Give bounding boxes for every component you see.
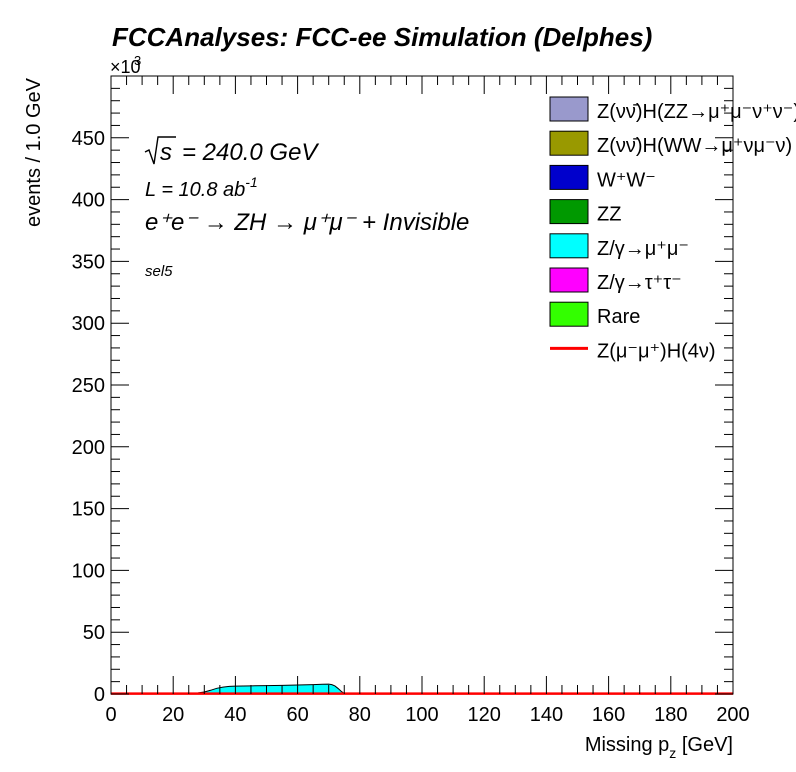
legend-label-3: ZZ xyxy=(597,204,621,226)
x-axis-label-main: Missing p xyxy=(585,734,669,756)
y-tick-label: 200 xyxy=(72,437,105,459)
y-tick-label: 50 xyxy=(83,622,105,644)
sqrt-s-value: = 240.0 GeV xyxy=(182,139,319,166)
annotation-luminosity: L = 10.8 ab-1 xyxy=(145,174,258,201)
axis-ticks xyxy=(110,75,734,695)
x-tick-label: 100 xyxy=(405,704,438,726)
annotation-selection: sel5 xyxy=(145,263,173,280)
legend-swatch-1 xyxy=(549,130,589,156)
legend: Z(νν̄)H(ZZ→μ⁺μ⁻ν⁺ν⁻) Z(νν̄)H(WW→μ⁺νμ⁻ν) W⁺… xyxy=(549,96,796,362)
chart-title: FCCAnalyses: FCC-ee Simulation (Delphes) xyxy=(112,22,652,52)
svg-text:s: s xyxy=(160,139,172,166)
legend-swatch-2 xyxy=(549,164,589,190)
y-tick-label: 300 xyxy=(72,313,105,335)
x-tick-label: 60 xyxy=(286,704,308,726)
sqrt-symbol xyxy=(144,136,176,165)
y-axis-label: events / 1.0 GeV xyxy=(23,77,45,227)
legend-swatch-4 xyxy=(549,233,589,259)
legend-swatch-3 xyxy=(549,199,589,225)
x-tick-label: 120 xyxy=(468,704,501,726)
x-axis-label: Missing pz [GeV] xyxy=(585,734,733,761)
legend-label-0: Z(νν̄)H(ZZ→μ⁺μ⁻ν⁺ν⁻) xyxy=(597,101,796,123)
axis-tick-labels: 0 20 40 60 80 100 120 140 160 180 200 0 50 100 150 200 2… xyxy=(72,128,750,726)
x-tick-label: 80 xyxy=(349,704,371,726)
y-multiplier: ×10 xyxy=(110,57,141,77)
x-axis-label-unit: [GeV] xyxy=(676,734,733,756)
annotation-process: e⁺e⁻ → ZH → μ⁺μ⁻ + Invisible xyxy=(145,209,469,236)
x-tick-label: 200 xyxy=(716,704,749,726)
legend-label-4: Z/γ→μ⁺μ⁻ xyxy=(597,238,689,260)
legend-label-6: Rare xyxy=(597,306,640,328)
legend-swatch-0 xyxy=(549,96,589,122)
x-tick-label: 40 xyxy=(224,704,246,726)
annotation-sqrt-s: s = 240.0 GeV xyxy=(144,136,319,166)
x-tick-label: 160 xyxy=(592,704,625,726)
y-tick-label: 250 xyxy=(72,375,105,397)
y-multiplier-exponent: 3 xyxy=(134,53,141,68)
legend-label-2: W⁺W⁻ xyxy=(597,169,656,191)
y-tick-label: 150 xyxy=(72,499,105,521)
x-axis-label-sub: z xyxy=(669,745,676,761)
legend-swatch-5 xyxy=(549,267,589,293)
x-tick-label: 0 xyxy=(105,704,116,726)
y-tick-label: 450 xyxy=(72,128,105,150)
legend-label-7: Z(μ⁻μ⁺)H(4ν) xyxy=(597,340,716,362)
x-tick-label: 140 xyxy=(530,704,563,726)
y-tick-label: 100 xyxy=(72,560,105,582)
y-tick-label: 350 xyxy=(72,251,105,273)
y-tick-label: 0 xyxy=(94,684,105,706)
legend-label-1: Z(νν̄)H(WW→μ⁺νμ⁻ν) xyxy=(597,135,792,157)
x-tick-label: 20 xyxy=(162,704,184,726)
legend-swatch-6 xyxy=(549,301,589,327)
y-tick-label: 400 xyxy=(72,190,105,212)
legend-label-5: Z/γ→τ⁺τ⁻ xyxy=(597,272,682,294)
x-tick-label: 180 xyxy=(654,704,687,726)
